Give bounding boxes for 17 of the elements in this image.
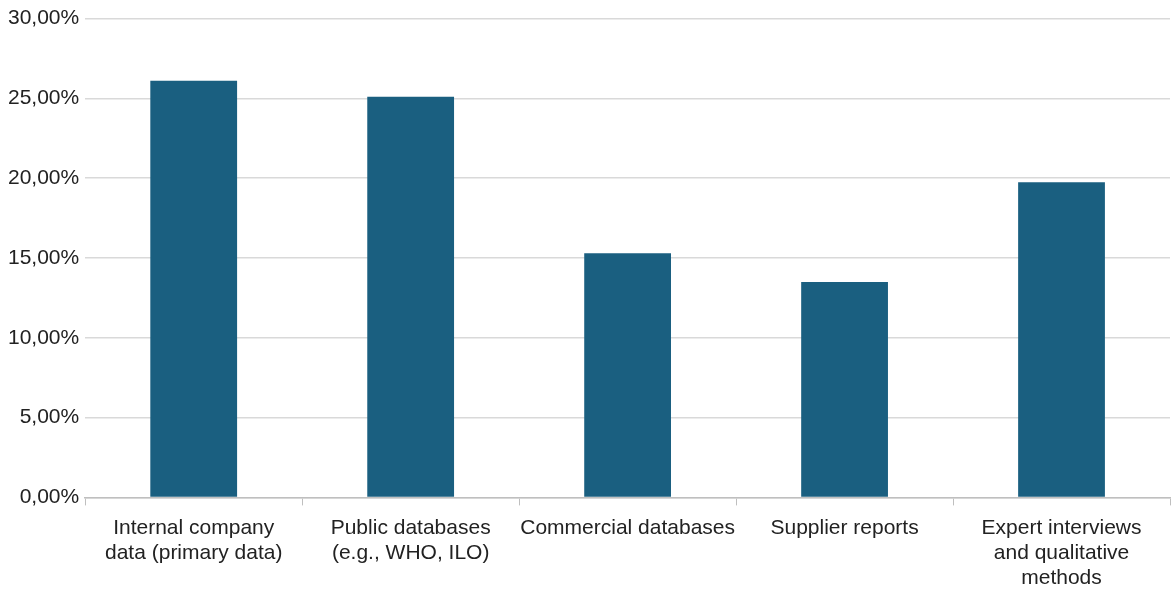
y-tick-label: 30,00% bbox=[7, 5, 80, 29]
y-tick-label: 10,00% bbox=[7, 324, 80, 348]
bar bbox=[801, 281, 888, 497]
y-tick-label: 5,00% bbox=[19, 404, 80, 428]
y-tick-label: 0,00% bbox=[19, 484, 80, 508]
y-tick-label: 15,00% bbox=[7, 244, 80, 268]
y-tick-label: 25,00% bbox=[7, 85, 80, 109]
x-tick-label: Internal company data (primary data) bbox=[105, 514, 283, 563]
bar bbox=[1018, 182, 1105, 497]
x-tick-label: Expert interviews and qualitative methods bbox=[981, 514, 1142, 589]
x-tick-label: Commercial databases bbox=[520, 514, 735, 538]
y-tick-label: 20,00% bbox=[7, 165, 80, 188]
bar bbox=[584, 253, 671, 497]
x-tick-label: Public databases (e.g., WHO, ILO) bbox=[330, 514, 491, 563]
bar bbox=[150, 80, 238, 497]
x-tick-label: Supplier reports bbox=[770, 514, 919, 538]
bar bbox=[367, 96, 455, 497]
